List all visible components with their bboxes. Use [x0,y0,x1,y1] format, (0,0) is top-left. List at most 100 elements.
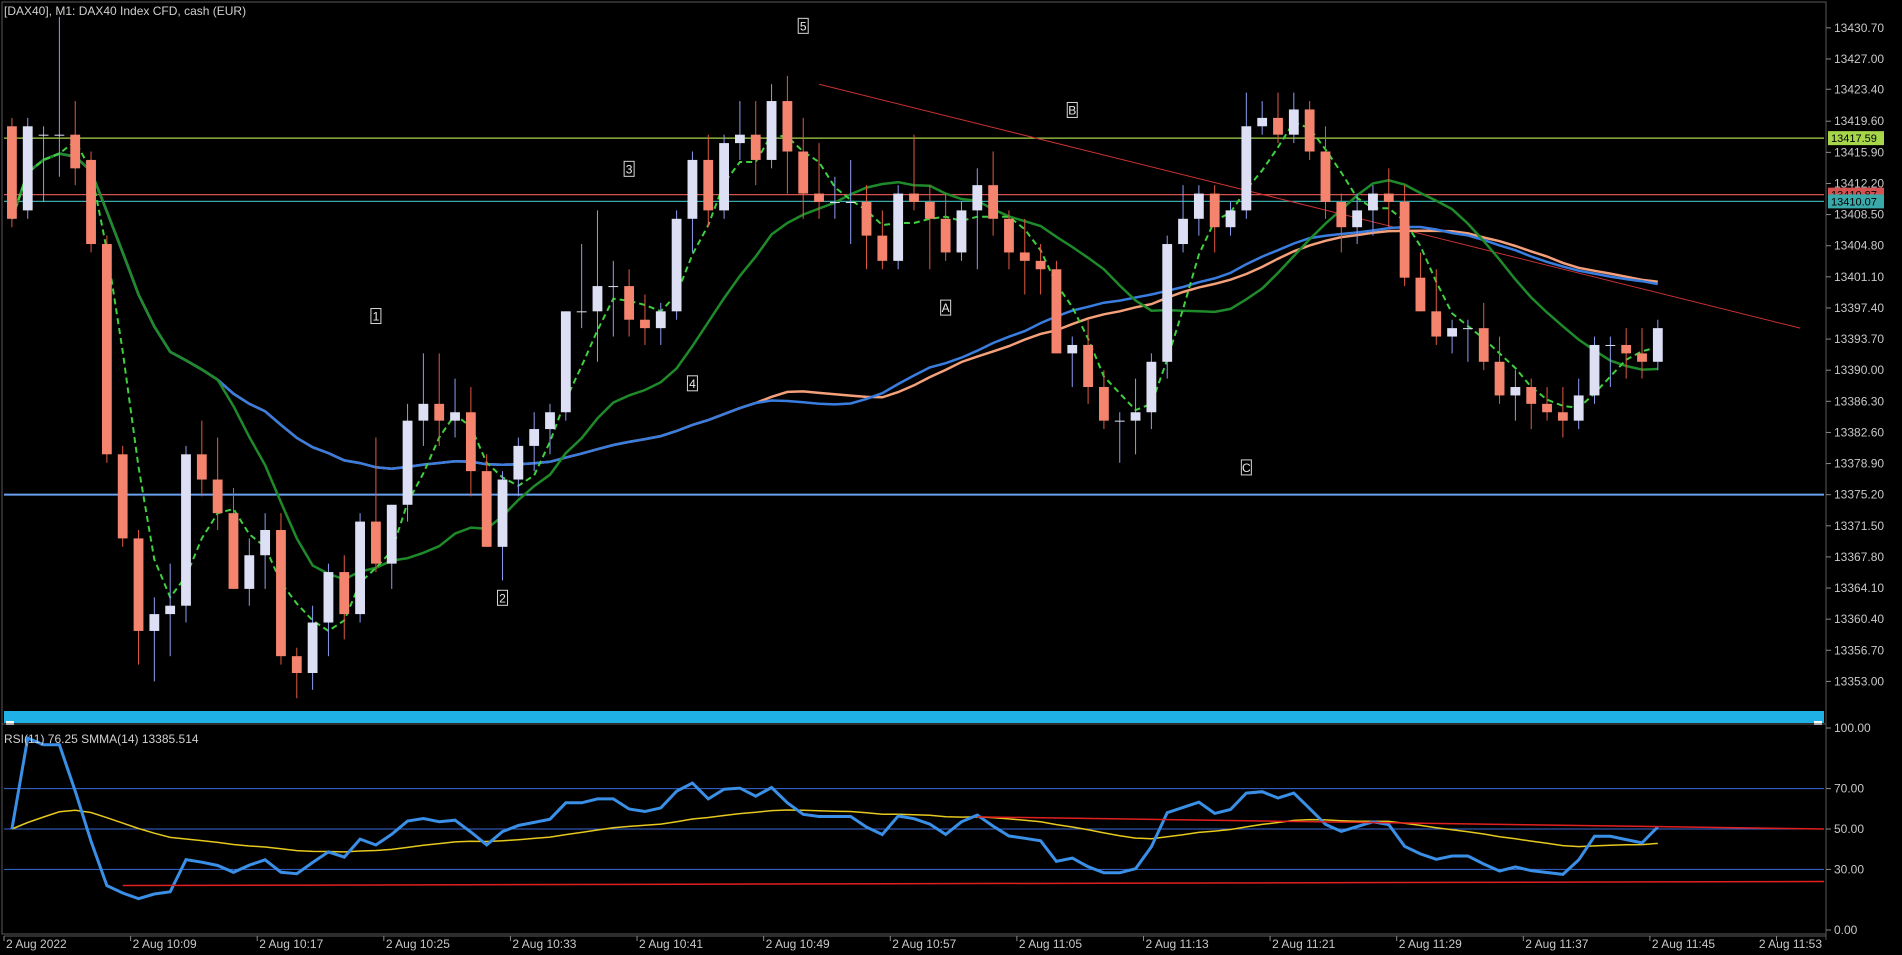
bull-candle[interactable] [497,471,508,581]
bull-candle[interactable] [323,563,334,657]
bull-candle[interactable] [829,176,840,219]
bear-candle[interactable] [1542,387,1552,421]
bull-candle[interactable] [1257,101,1268,135]
bear-candle[interactable] [750,101,761,186]
price-chart-area[interactable]: 1 2 3 4 5 A B C [1,1,1827,725]
bull-candle[interactable] [307,605,318,690]
bull-candle[interactable] [972,168,983,270]
bear-candle[interactable] [1621,328,1632,379]
wave-label[interactable]: C [1240,459,1252,476]
bull-candle[interactable] [529,412,540,472]
bear-candle[interactable] [133,530,144,665]
bear-candle[interactable] [1478,302,1489,371]
trendline[interactable] [818,83,1801,329]
bear-candle[interactable] [1320,126,1331,219]
bull-candle[interactable] [1573,378,1584,430]
bull-candle[interactable] [592,210,603,362]
bear-candle[interactable] [1051,260,1062,354]
bear-candle[interactable] [1336,193,1347,253]
rsi-trendline-upper[interactable] [977,816,1825,830]
bull-candle[interactable] [1352,193,1363,245]
bear-candle[interactable] [1383,168,1394,228]
bull-candle[interactable] [244,538,255,606]
bear-candle[interactable] [1035,244,1046,295]
bear-candle[interactable] [877,210,888,270]
bear-candle[interactable] [1431,269,1442,345]
bear-candle[interactable] [117,445,128,547]
bear-candle[interactable] [1494,336,1505,404]
bull-candle[interactable] [165,563,176,657]
bear-candle[interactable] [276,513,286,665]
wave-label[interactable]: 2 [497,589,509,606]
rsi-trendline-lower[interactable] [122,880,1825,887]
rsi-indicator-panel[interactable] [1,723,1827,935]
bear-candle[interactable] [988,151,999,236]
bear-candle[interactable] [7,117,17,228]
scrollbar-track[interactable] [4,711,1824,723]
bull-candle[interactable] [1114,412,1125,463]
bear-candle[interactable] [1557,387,1568,438]
bear-candle[interactable] [101,235,112,463]
bull-candle[interactable] [1652,319,1663,371]
bull-candle[interactable] [38,126,49,202]
bull-candle[interactable] [1605,336,1616,388]
bull-candle[interactable] [386,504,397,589]
scrollbar-right-handle[interactable] [1814,721,1822,725]
bear-candle[interactable] [481,454,492,547]
bear-candle[interactable] [1273,92,1283,144]
wave-label[interactable]: 1 [370,308,382,325]
bull-candle[interactable] [1193,185,1204,236]
price-axis[interactable]: 13430.70 13427.00 13423.40 13419.60 13415.90… [1825,2,1884,940]
bear-candle[interactable] [465,387,476,497]
bear-candle[interactable] [924,185,935,270]
bull-candle[interactable] [1162,235,1173,379]
bear-candle[interactable] [798,117,809,219]
bear-candle[interactable] [339,555,350,640]
bull-candle[interactable] [149,597,160,682]
bull-candle[interactable] [545,403,555,455]
bull-candle[interactable] [1510,370,1521,421]
bear-candle[interactable] [1083,319,1093,404]
bear-candle[interactable] [1637,328,1647,379]
bear-candle[interactable] [1019,218,1030,295]
bull-candle[interactable] [418,353,429,446]
bear-candle[interactable] [196,420,207,497]
bull-candle[interactable] [260,513,271,589]
bull-candle[interactable] [1288,92,1299,144]
ma-slow-blue[interactable] [10,152,1659,471]
bear-candle[interactable] [814,143,824,219]
bear-candle[interactable] [1526,378,1537,430]
bull-candle[interactable] [956,201,967,261]
bull-candle[interactable] [1178,185,1188,253]
wave-label[interactable]: 4 [686,375,698,392]
bull-candle[interactable] [54,16,65,177]
bull-candle[interactable] [1130,378,1141,455]
hline-teal-tag[interactable]: 13410.07 [1828,194,1884,209]
bull-candle[interactable] [1368,185,1378,236]
bear-candle[interactable] [228,487,239,589]
bull-candle[interactable] [766,84,777,169]
bear-candle[interactable] [1209,185,1220,253]
bull-candle[interactable] [181,445,191,623]
bear-candle[interactable] [703,134,714,228]
bear-candle[interactable] [1004,210,1014,270]
bear-candle[interactable] [434,353,445,446]
scrollbar-left-handle[interactable] [6,721,14,725]
bear-candle[interactable] [70,101,81,186]
bear-candle[interactable] [1099,370,1109,430]
bull-candle[interactable] [22,117,33,219]
bull-candle[interactable] [893,185,904,270]
bear-candle[interactable] [86,151,96,253]
bear-candle[interactable] [1304,101,1315,160]
bull-candle[interactable] [1241,92,1252,219]
wave-label[interactable]: B [1066,101,1078,118]
wave-label[interactable]: 3 [623,160,635,177]
bull-candle[interactable] [1463,319,1473,362]
bull-candle[interactable] [1225,201,1236,236]
wave-label[interactable]: A [940,299,952,316]
bull-candle[interactable] [845,159,856,245]
bull-candle[interactable] [560,311,571,421]
bull-candle[interactable] [671,210,682,320]
